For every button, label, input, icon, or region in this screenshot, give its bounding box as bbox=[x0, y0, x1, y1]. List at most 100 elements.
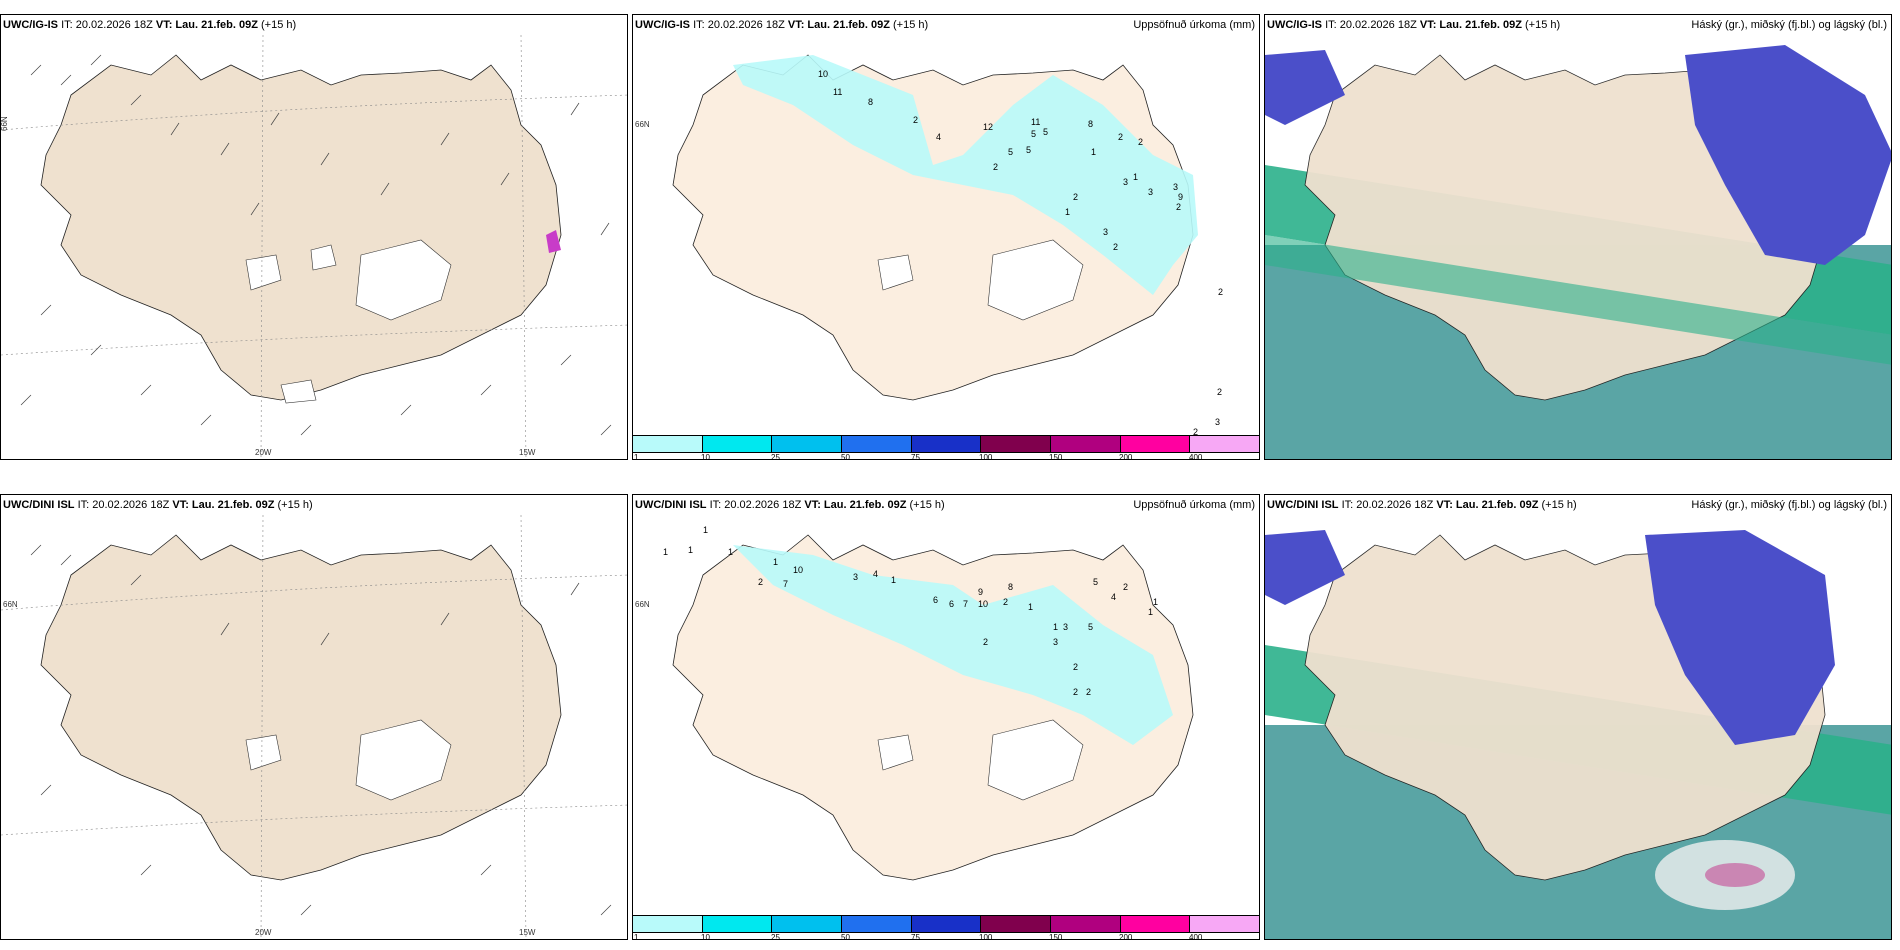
svg-text:1: 1 bbox=[688, 545, 693, 555]
legend-label: 50 bbox=[841, 453, 850, 460]
legend-cell bbox=[1050, 916, 1120, 932]
lat-label-66: 66N bbox=[635, 600, 650, 609]
iceland-landmass bbox=[40, 534, 562, 881]
legend-cell bbox=[771, 916, 842, 932]
wind-map: 66N 20W 15W bbox=[1, 35, 627, 459]
svg-text:2: 2 bbox=[1193, 427, 1198, 437]
lon-label-15: 15W bbox=[519, 928, 536, 937]
map-panel-wind-top: UWC/IG-IS IT: 20.02.2026 18Z VT: Lau. 21… bbox=[0, 14, 628, 460]
svg-text:2: 2 bbox=[1218, 287, 1223, 297]
legend-labels: 1 10 25 50 75 100 150 200 400 bbox=[633, 933, 1259, 940]
svg-text:2: 2 bbox=[1113, 242, 1118, 252]
glacier-myrdalsjokull bbox=[280, 379, 317, 404]
svg-text:3: 3 bbox=[1148, 187, 1153, 197]
precip-legend: 1 10 25 50 75 100 150 200 400 bbox=[633, 435, 1259, 459]
svg-text:5: 5 bbox=[1043, 127, 1048, 137]
glacier-hofsjokull bbox=[310, 244, 337, 271]
svg-text:2: 2 bbox=[1217, 387, 1222, 397]
legend-cell bbox=[701, 436, 772, 452]
panel-header: UWC/DINI ISL IT: 20.02.2026 18Z VT: Lau.… bbox=[3, 499, 313, 511]
svg-text:2: 2 bbox=[993, 162, 998, 172]
legend-label: 25 bbox=[771, 453, 780, 460]
svg-text:1: 1 bbox=[1053, 622, 1058, 632]
svg-text:5: 5 bbox=[1008, 147, 1013, 157]
lat-label-66: 66N bbox=[3, 600, 18, 609]
svg-text:2: 2 bbox=[1086, 687, 1091, 697]
svg-text:2: 2 bbox=[913, 115, 918, 125]
wind-barbs bbox=[20, 54, 612, 436]
map-panel-precip-bottom: UWC/DINI ISL IT: 20.02.2026 18Z VT: Lau.… bbox=[632, 494, 1260, 940]
legend-cell bbox=[771, 436, 842, 452]
legend-colorbar bbox=[633, 915, 1259, 933]
svg-text:4: 4 bbox=[1111, 592, 1116, 602]
map-panel-cloud-top: UWC/IG-IS IT: 20.02.2026 18Z VT: Lau. 21… bbox=[1264, 14, 1892, 460]
svg-text:11: 11 bbox=[833, 87, 842, 97]
high-cloud-area bbox=[1645, 530, 1835, 745]
svg-text:3: 3 bbox=[853, 572, 858, 582]
legend-label: 100 bbox=[979, 933, 993, 940]
svg-text:3: 3 bbox=[1103, 227, 1108, 237]
svg-text:2: 2 bbox=[1118, 132, 1123, 142]
svg-text:1: 1 bbox=[891, 575, 896, 585]
legend-label: 10 bbox=[701, 933, 710, 940]
legend-cell bbox=[633, 436, 702, 452]
svg-text:6: 6 bbox=[933, 595, 938, 605]
svg-text:2: 2 bbox=[1003, 597, 1008, 607]
map-panel-cloud-bottom: UWC/DINI ISL IT: 20.02.2026 18Z VT: Lau.… bbox=[1264, 494, 1892, 940]
svg-text:9: 9 bbox=[978, 587, 983, 597]
svg-text:10: 10 bbox=[818, 69, 828, 79]
glacier-vatnajokull bbox=[355, 719, 452, 801]
precip-legend: 1 10 25 50 75 100 150 200 400 bbox=[633, 915, 1259, 939]
cloud-map bbox=[1265, 45, 1891, 459]
svg-text:3: 3 bbox=[1173, 182, 1178, 192]
cloud-map bbox=[1265, 530, 1891, 939]
legend-cell bbox=[980, 916, 1051, 932]
panel-title: Uppsöfnuð úrkoma (mm) bbox=[1133, 499, 1255, 511]
wind-barbs bbox=[30, 544, 612, 916]
precip-area-north bbox=[733, 55, 1198, 295]
svg-text:1: 1 bbox=[773, 557, 778, 567]
svg-text:1: 1 bbox=[1065, 207, 1070, 217]
svg-text:6: 6 bbox=[949, 599, 954, 609]
legend-cell bbox=[1119, 916, 1190, 932]
svg-text:3: 3 bbox=[1123, 177, 1128, 187]
mid-cloud-overlay bbox=[1265, 235, 1891, 365]
glacier-vatnajokull bbox=[355, 239, 452, 321]
legend-cell bbox=[910, 916, 981, 932]
legend-label: 25 bbox=[771, 933, 780, 940]
legend-label: 150 bbox=[1049, 453, 1063, 460]
legend-label: 1 bbox=[634, 933, 639, 940]
svg-text:2: 2 bbox=[758, 577, 763, 587]
lon-label-15: 15W bbox=[519, 448, 536, 457]
legend-cell bbox=[1050, 436, 1120, 452]
glacier-langjokull bbox=[245, 254, 282, 291]
svg-text:5: 5 bbox=[1031, 129, 1036, 139]
svg-text:2: 2 bbox=[1073, 192, 1078, 202]
svg-text:1: 1 bbox=[663, 547, 668, 557]
legend-label: 150 bbox=[1049, 933, 1063, 940]
legend-label: 100 bbox=[979, 453, 993, 460]
legend-cell bbox=[1189, 916, 1259, 932]
svg-text:10: 10 bbox=[978, 599, 988, 609]
svg-text:3: 3 bbox=[1053, 637, 1058, 647]
legend-cell bbox=[841, 436, 911, 452]
svg-text:11: 11 bbox=[1031, 117, 1040, 127]
panel-header: UWC/IG-IS IT: 20.02.2026 18Z VT: Lau. 21… bbox=[635, 19, 929, 31]
panel-header: UWC/DINI ISL IT: 20.02.2026 18Z VT: Lau.… bbox=[635, 499, 945, 511]
svg-text:5: 5 bbox=[1026, 145, 1031, 155]
iceland-landmass bbox=[40, 54, 562, 401]
glacier-vatnajokull bbox=[987, 719, 1084, 801]
legend-label: 400 bbox=[1189, 453, 1203, 460]
lon-label-20: 20W bbox=[255, 928, 272, 937]
legend-label: 1 bbox=[634, 453, 639, 460]
svg-text:1: 1 bbox=[1091, 147, 1096, 157]
map-panel-wind-bottom: UWC/DINI ISL IT: 20.02.2026 18Z VT: Lau.… bbox=[0, 494, 628, 940]
panel-header: UWC/DINI ISL IT: 20.02.2026 18Z VT: Lau.… bbox=[1267, 499, 1577, 511]
legend-label: 50 bbox=[841, 933, 850, 940]
panel-header: UWC/IG-IS IT: 20.02.2026 18Z VT: Lau. 21… bbox=[1267, 19, 1561, 31]
legend-label: 75 bbox=[911, 453, 920, 460]
legend-label: 400 bbox=[1189, 933, 1203, 940]
